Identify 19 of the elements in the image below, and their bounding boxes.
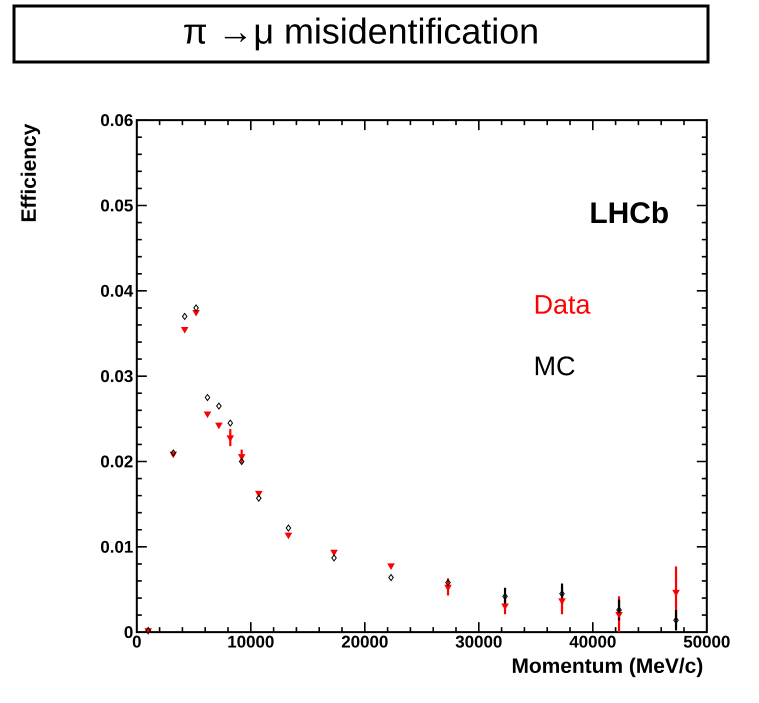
annotation: LHCb <box>591 201 668 224</box>
text: Data <box>536 295 590 314</box>
y-tick-label: 0.04 <box>100 284 134 297</box>
y-tick-label: 0.06 <box>100 114 133 126</box>
y-tick-label: 0.03 <box>100 370 133 382</box>
y-tick-label: 0.01 <box>100 540 133 553</box>
x-tick-label: 0 <box>132 636 141 648</box>
text: MC <box>536 356 574 376</box>
y-axis-title: Efficiency <box>20 124 40 222</box>
x-tick-label: 40000 <box>570 636 616 648</box>
chart-title: π →μ misidentification <box>184 18 537 50</box>
x-tick-label: 50000 <box>684 636 730 648</box>
y-tick-label: 0 <box>124 626 133 638</box>
x-axis-title: Momentum (MeV/c) <box>512 658 702 678</box>
y-tick-label: 0.02 <box>100 455 133 468</box>
x-tick-label: 10000 <box>228 636 274 648</box>
x-tick-label: 20000 <box>342 636 388 648</box>
y-tick-label: 0.05 <box>100 200 133 212</box>
x-tick-label: 30000 <box>456 636 502 648</box>
